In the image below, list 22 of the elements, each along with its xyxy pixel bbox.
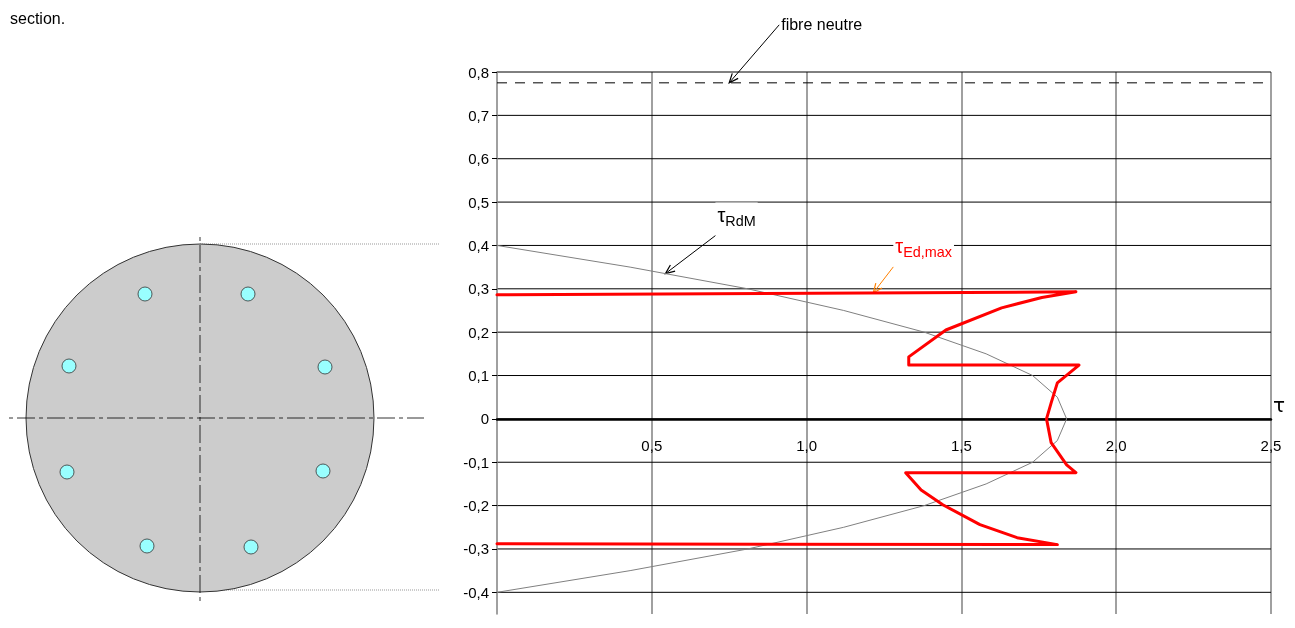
y-tick-label: 0,8: [468, 63, 489, 81]
x-tick-label: 0,5: [641, 437, 663, 455]
x-tick-label: 1,5: [950, 437, 972, 455]
y-tick-label: -0,2: [463, 497, 489, 515]
y-tick-label: 0,6: [468, 150, 489, 168]
y-tick-label: 0,1: [468, 367, 489, 385]
y-tick-label: -0,4: [463, 583, 489, 601]
y-tick-label: 0: [480, 410, 489, 428]
x-tick-label: 1,0: [796, 437, 818, 455]
y-tick-label: 0,3: [468, 280, 489, 298]
y-tick-label: -0,3: [463, 540, 489, 558]
text: section.: [10, 9, 66, 27]
y-tick-label: 0,2: [468, 323, 489, 341]
ref-line-label: fibre neutre: [781, 16, 863, 34]
x-tick-label: 2,0: [1105, 437, 1127, 455]
y-tick-label: -0,1: [463, 453, 489, 471]
y-tick-label: 0,7: [468, 106, 489, 124]
line-series: [495, 290, 1081, 547]
y-tick-label: 0,5: [468, 193, 489, 211]
y-tick-label: 0,4: [468, 236, 489, 254]
x-axis-title: τ: [1272, 392, 1286, 417]
x-tick-label: 2,5: [1260, 437, 1282, 455]
